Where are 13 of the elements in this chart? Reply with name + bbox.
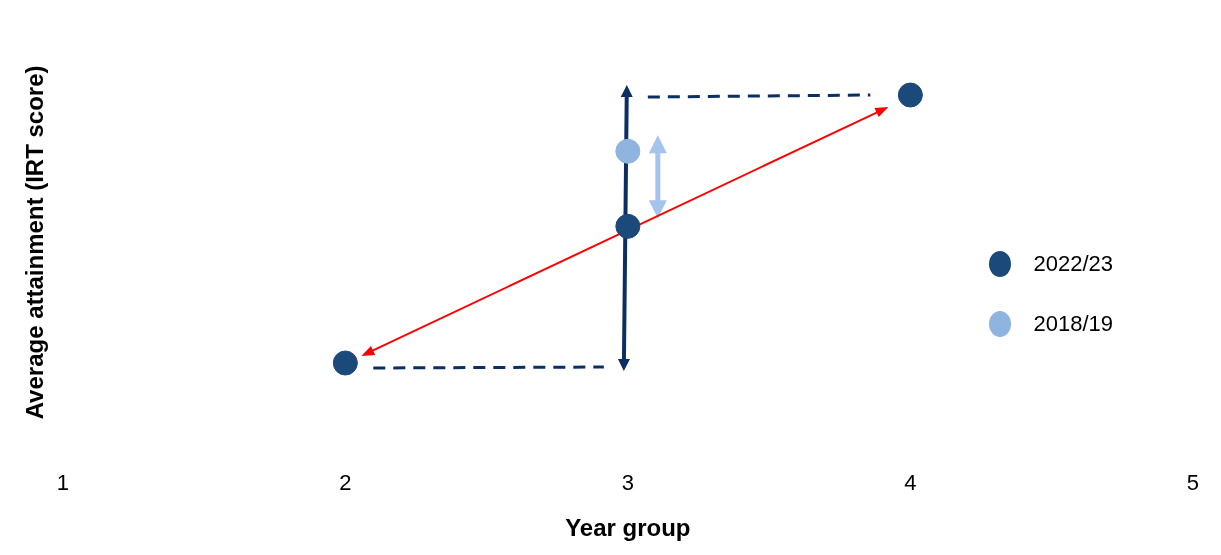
legend-label: 2022/23 bbox=[1033, 251, 1113, 277]
x-tick-label: 3 bbox=[621, 470, 634, 496]
point bbox=[615, 213, 641, 239]
point bbox=[897, 82, 923, 108]
x-tick-label: 5 bbox=[1186, 470, 1200, 496]
legend-label: 2018/19 bbox=[1033, 311, 1113, 337]
x-axis-title: Year group bbox=[565, 514, 691, 542]
x-tick-label: 4 bbox=[904, 470, 917, 496]
point bbox=[615, 138, 641, 164]
y-axis-title: Average attainment (IRT score) bbox=[21, 65, 49, 420]
x-tick-label: 1 bbox=[56, 470, 69, 496]
x-tick-label: 2 bbox=[339, 470, 352, 496]
point bbox=[332, 350, 358, 376]
